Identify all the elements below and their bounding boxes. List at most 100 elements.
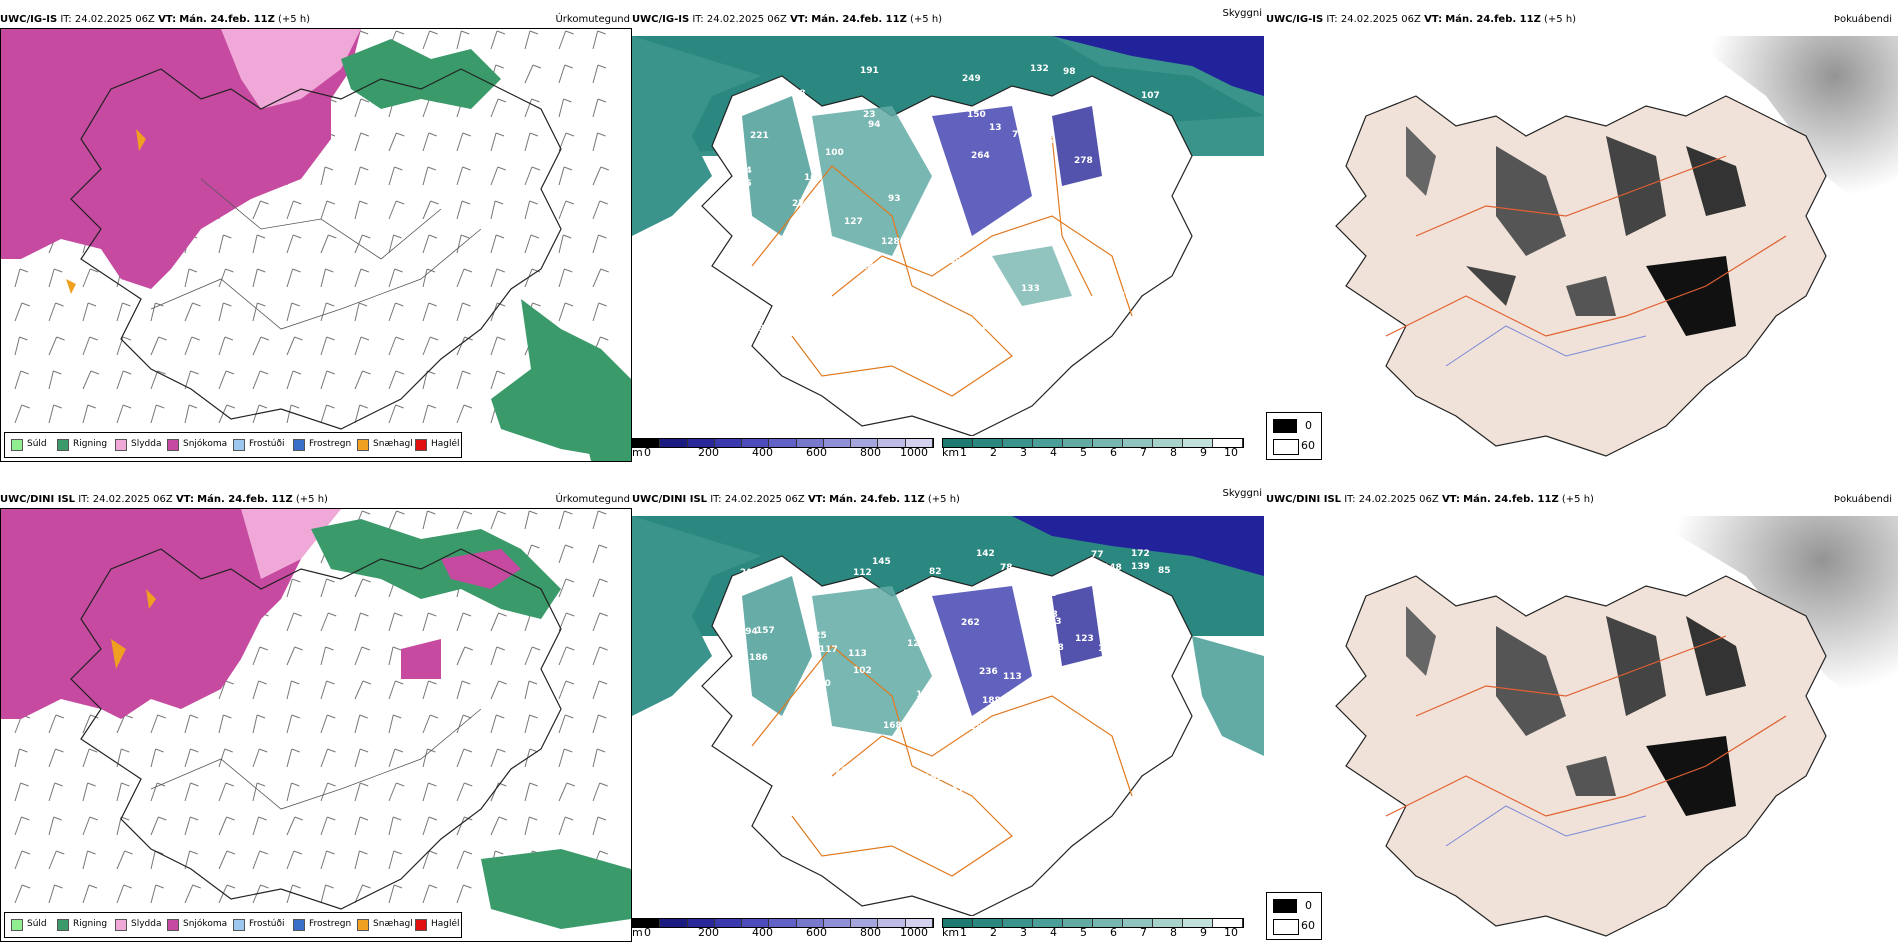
- wind-barb: [524, 782, 538, 802]
- colorbar-segment: [823, 919, 852, 927]
- colorbar-segment: [943, 919, 973, 927]
- wind-barb: [490, 612, 507, 632]
- wind-barb: [388, 782, 405, 802]
- precip-map[interactable]: [0, 28, 632, 462]
- legend-label: Frostregn: [309, 439, 352, 449]
- wind-barb: [320, 748, 336, 768]
- height-tick: 400: [752, 446, 773, 459]
- cloud-base-label: 326: [1003, 234, 1022, 244]
- cloud-base-label: 149: [879, 770, 898, 780]
- wind-barb: [48, 336, 65, 356]
- wind-barb: [558, 166, 573, 186]
- height-tick: 400: [752, 926, 773, 939]
- visibility-tick: 8: [1170, 446, 1177, 459]
- wind-barb: [422, 370, 436, 390]
- visibility-map[interactable]: 69 112 127 125 123 143 122 102 158 163 82 194 103 94 3…: [632, 516, 1264, 916]
- wind-barb: [490, 748, 506, 768]
- colorbar-segment: [1033, 439, 1063, 447]
- fog-swatch-white: [1273, 439, 1299, 455]
- vt-label: VT:: [790, 14, 809, 25]
- cloud-base-label: 89: [945, 206, 958, 216]
- cloud-base-label: 78: [1000, 563, 1013, 573]
- cloud-base-label: 175: [919, 737, 938, 747]
- wind-barb: [558, 30, 574, 50]
- wind-barb: [592, 234, 607, 254]
- wind-barb: [524, 714, 538, 734]
- colorbar-segment: [633, 919, 661, 927]
- cloud-base-label: 182: [861, 262, 880, 272]
- colorbar-segment: [660, 919, 688, 927]
- wind-barb: [422, 30, 438, 50]
- cloud-base-label: 132: [1030, 64, 1049, 74]
- fog-legend-top: 0 60: [1266, 412, 1322, 460]
- wind-barb: [218, 816, 235, 836]
- wind-barb: [388, 404, 404, 424]
- wind-barb: [422, 234, 438, 254]
- wind-barb: [558, 748, 573, 768]
- wind-barb: [354, 646, 371, 666]
- cloud-base-label: 133: [1021, 284, 1040, 294]
- cloud-base-label: 164: [1118, 264, 1137, 274]
- panel-bottom-visibility: UWC/DINI ISL IT: 24.02.2025 06Z VT: Mán.…: [632, 488, 1264, 944]
- panel-top-visibility: UWC/IG-IS IT: 24.02.2025 06Z VT: Mán. 24…: [632, 8, 1264, 464]
- wind-barb: [422, 268, 436, 288]
- wind-barb: [184, 336, 200, 356]
- wind-barb: [592, 510, 607, 530]
- wind-barb: [354, 714, 368, 734]
- cloud-base-label: 191: [970, 722, 989, 732]
- precip-map[interactable]: [0, 508, 632, 942]
- fog-swatch-black: [1273, 899, 1297, 913]
- wind-barb: [388, 336, 404, 356]
- wind-barb: [490, 680, 507, 700]
- wind-barb: [252, 302, 266, 322]
- wind-barb: [524, 64, 542, 84]
- wind-barb: [252, 268, 266, 288]
- wind-barb: [48, 302, 64, 322]
- product-title: Skyggni: [1222, 8, 1262, 19]
- wind-barb: [184, 748, 199, 768]
- wind-barb: [592, 714, 607, 734]
- visibility-tick: 1: [960, 446, 967, 459]
- cloud-base-label: 118: [987, 727, 1006, 737]
- wind-barb: [218, 234, 232, 254]
- wind-barb: [320, 200, 336, 220]
- fog-label-60: 60: [1301, 919, 1315, 932]
- fog-map[interactable]: [1266, 516, 1898, 946]
- it-value: 24.02.2025 06Z: [74, 14, 155, 25]
- height-tick: 200: [698, 446, 719, 459]
- height-colorbar-bar: [632, 438, 934, 448]
- wind-barb: [558, 200, 575, 220]
- legend-swatch: [293, 439, 305, 451]
- wind-barb: [456, 884, 472, 904]
- cloud-base-label: 120: [1102, 104, 1121, 114]
- cloud-base-label: 221: [981, 322, 1000, 332]
- cloud-base-label: 94: [984, 722, 997, 732]
- model-name: UWC/DINI ISL: [0, 494, 76, 505]
- cloud-base-label: 150: [967, 110, 986, 120]
- colorbar-segment: [796, 919, 824, 927]
- colorbar-segment: [742, 919, 770, 927]
- lead-time: (+5 h): [1561, 494, 1594, 505]
- cloud-base-label: 368: [1039, 610, 1058, 620]
- visibility-tick: 8: [1170, 926, 1177, 939]
- height-tick: 600: [806, 926, 827, 939]
- wind-barb: [524, 30, 539, 50]
- wind-barb: [354, 302, 368, 322]
- wind-barb: [388, 302, 404, 322]
- wind-barb: [490, 268, 505, 288]
- cloud-base-label: 180: [812, 679, 831, 689]
- cloud-base-label: 108: [1145, 179, 1164, 189]
- visibility-map[interactable]: 94 91 74 108 93 80 128 132 164 120 100 164 278 182 188…: [632, 36, 1264, 436]
- cloud-base-label: 93: [888, 194, 901, 204]
- cloud-base-label: 235: [733, 179, 752, 189]
- fog-map[interactable]: [1266, 36, 1898, 466]
- wind-barb: [48, 884, 63, 904]
- wind-barb: [422, 302, 437, 322]
- cloud-base-label: 129: [1021, 730, 1040, 740]
- colorbar-segment: [714, 919, 743, 927]
- wind-barb: [150, 404, 165, 424]
- visibility-colorbar-bar: [942, 918, 1244, 928]
- visibility-tick: 2: [990, 446, 997, 459]
- colorbar-segment: [1213, 919, 1243, 927]
- wind-barb: [490, 816, 508, 836]
